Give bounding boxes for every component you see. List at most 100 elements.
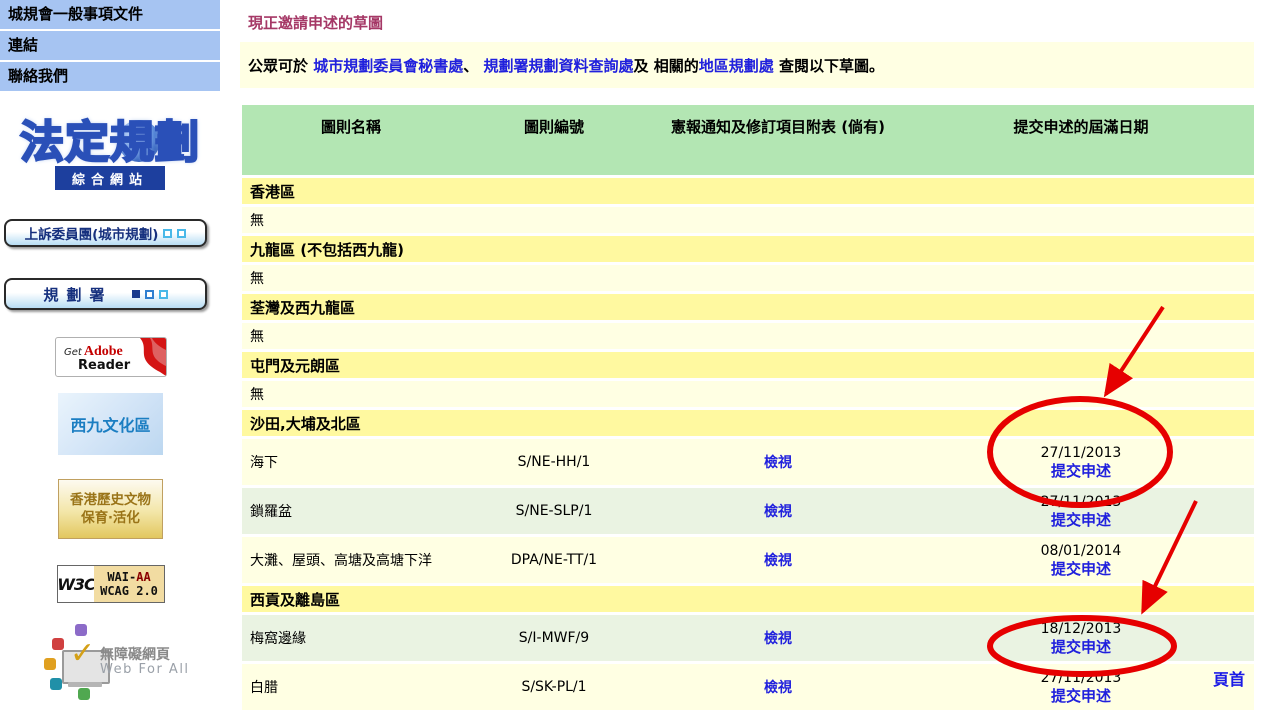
expiry-date: 27/11/2013: [1040, 669, 1122, 686]
view-link[interactable]: 檢視: [764, 455, 792, 471]
get-adobe-reader-badge[interactable]: Get Adobe Reader: [55, 337, 167, 377]
adobe-swoosh-icon: [140, 338, 166, 376]
intro-text: 查閱以下草圖。: [773, 56, 884, 75]
aa-label: AA: [136, 570, 151, 584]
empty-row: 無: [242, 321, 1254, 352]
intro-text: 及 相關的: [633, 56, 699, 75]
column-header: 圖則名稱: [242, 105, 460, 178]
heritage-conservation-badge[interactable]: 香港歷史文物 保育‧活化: [58, 479, 163, 539]
plans-table-header-row: 圖則名稱 圖則編號 憲報通知及修訂項目附表 (倘有) 提交申述的屆滿日期: [242, 105, 1254, 178]
app-square-icon: [52, 638, 64, 650]
site-logo: 法定規劃 綜合網站: [0, 106, 220, 190]
wcag-badge[interactable]: W3C WAI-AA WCAG 2.0: [57, 565, 165, 603]
empty-row: 無: [242, 205, 1254, 236]
date-cell: 08/01/2014 提交申述: [908, 535, 1254, 586]
sidebar-nav: 城規會一般事項文件 連結 聯絡我們: [0, 0, 220, 93]
intro-paragraph: 公眾可於 城市規劃委員會秘書處、 規劃署規劃資料查詢處及 相關的 地區規劃處 查閱…: [240, 42, 1254, 88]
heritage-line2: 保育‧活化: [81, 510, 140, 526]
intro-text: 公眾可於: [248, 56, 314, 75]
section-row: 九龍區 (不包括西九龍): [242, 234, 1254, 265]
plan-name: 海下: [242, 437, 460, 488]
web-for-all-badge[interactable]: ✓ 無障礙網頁 Web For All: [30, 618, 205, 700]
app-square-icon: [75, 624, 87, 636]
gazette-cell: 檢視: [648, 486, 908, 537]
app-square-icon: [44, 658, 56, 670]
expiry-date: 18/12/2013: [1040, 620, 1122, 637]
plan-number: S/NE-SLP/1: [460, 486, 648, 537]
plan-name: 大灘、屋頭、高塘及高塘下洋: [242, 535, 460, 586]
decor-square-icon: [131, 290, 140, 298]
submit-representation-link[interactable]: 提交申述: [1050, 510, 1111, 529]
plan-name: 梅窩邊緣: [242, 613, 460, 664]
gazette-cell: 檢視: [648, 662, 908, 713]
logo-subtitle: 綜合網站: [55, 166, 165, 190]
district-name: 香港區: [242, 176, 1254, 207]
district-name: 西貢及離島區: [242, 584, 1254, 615]
column-header: 憲報通知及修訂項目附表 (倘有): [648, 105, 908, 178]
view-link[interactable]: 檢視: [764, 553, 792, 569]
no-plans-label: 無: [242, 379, 1254, 410]
heritage-line1: 香港歷史文物: [70, 492, 151, 508]
decor-square-icon: [177, 228, 187, 238]
view-link[interactable]: 檢視: [764, 504, 792, 520]
date-cell: 27/11/2013 提交申述: [908, 486, 1254, 537]
empty-row: 無: [242, 379, 1254, 410]
main-content: 現正邀請申述的草圖 公眾可於 城市規劃委員會秘書處、 規劃署規劃資料查詢處及 相…: [240, 0, 1255, 713]
plan-row: 海下 S/NE-HH/1 檢視 27/11/2013 提交申述: [242, 437, 1254, 488]
column-header: 圖則編號: [460, 105, 648, 178]
adobe-reader-label: Reader: [78, 358, 131, 373]
no-plans-label: 無: [242, 205, 1254, 236]
planning-enquiry-counter-link[interactable]: 規劃署規劃資料查詢處: [483, 56, 634, 75]
submit-representation-link[interactable]: 提交申述: [1050, 686, 1111, 705]
logo-title: 法定規劃: [19, 116, 200, 169]
district-name: 屯門及元朗區: [242, 350, 1254, 381]
sidebar-item[interactable]: 聯絡我們: [0, 62, 220, 91]
district-name: 沙田,大埔及北區: [242, 408, 1254, 439]
plan-number: S/SK-PL/1: [460, 662, 648, 713]
no-plans-label: 無: [242, 263, 1254, 294]
plan-number: S/I-MWF/9: [460, 613, 648, 664]
plan-name: 白腊: [242, 662, 460, 713]
section-row: 香港區: [242, 176, 1254, 207]
section-row: 屯門及元朗區: [242, 350, 1254, 381]
planning-department-button[interactable]: 規劃署: [4, 278, 207, 310]
app-square-icon: [50, 678, 62, 690]
w3c-logo: W3C: [57, 566, 96, 602]
gazette-cell: 檢視: [648, 437, 908, 488]
section-row: 荃灣及西九龍區: [242, 292, 1254, 323]
draft-plans-table: 圖則名稱 圖則編號 憲報通知及修訂項目附表 (倘有) 提交申述的屆滿日期 香港區無九龍…: [242, 105, 1254, 713]
sidebar-item[interactable]: 城規會一般事項文件: [0, 0, 220, 29]
submit-representation-link[interactable]: 提交申述: [1050, 559, 1111, 578]
view-link[interactable]: 檢視: [764, 631, 792, 647]
date-cell: 27/11/2013 提交申述: [908, 437, 1254, 488]
appeal-board-button[interactable]: 上訴委員團(城市規劃): [4, 219, 207, 247]
decor-square-icon: [144, 289, 154, 299]
expiry-date: 27/11/2013: [1040, 444, 1122, 461]
no-plans-label: 無: [242, 321, 1254, 352]
sidebar-item[interactable]: 連結: [0, 31, 220, 60]
view-link[interactable]: 檢視: [764, 680, 792, 696]
submit-representation-link[interactable]: 提交申述: [1050, 461, 1111, 480]
section-row: 沙田,大埔及北區: [242, 408, 1254, 439]
back-to-top-link[interactable]: 頁首: [1212, 670, 1245, 689]
wai-label: WAI-: [107, 570, 137, 584]
decor-square-icon: [163, 228, 173, 238]
plan-row: 白腊 S/SK-PL/1 檢視 27/11/2013 提交申述: [242, 662, 1254, 713]
empty-row: 無: [242, 263, 1254, 294]
submit-representation-link[interactable]: 提交申述: [1050, 637, 1111, 656]
adobe-label: Adobe: [83, 344, 123, 359]
plan-row: 大灘、屋頭、高塘及高塘下洋 DPA/NE-TT/1 檢視 08/01/2014 提交申述: [242, 535, 1254, 586]
appeal-board-button-label: 上訴委員團(城市規劃): [24, 227, 159, 243]
gazette-cell: 檢視: [648, 613, 908, 664]
web-for-all-en-label: Web For All: [100, 662, 190, 677]
wkcd-badge[interactable]: 西九文化區: [58, 393, 163, 455]
wcag-label: WCAG 2.0: [100, 584, 158, 598]
date-cell: 18/12/2013 提交申述: [908, 613, 1254, 664]
plan-number: DPA/NE-TT/1: [460, 535, 648, 586]
tpb-secretariat-link[interactable]: 城市規劃委員會秘書處: [313, 56, 464, 75]
expiry-date: 27/11/2013: [1040, 493, 1122, 510]
district-planning-office-link[interactable]: 地區規劃處: [698, 56, 774, 75]
district-name: 九龍區 (不包括西九龍): [242, 234, 1254, 265]
expiry-date: 08/01/2014: [1040, 542, 1122, 559]
section-row: 西貢及離島區: [242, 584, 1254, 615]
